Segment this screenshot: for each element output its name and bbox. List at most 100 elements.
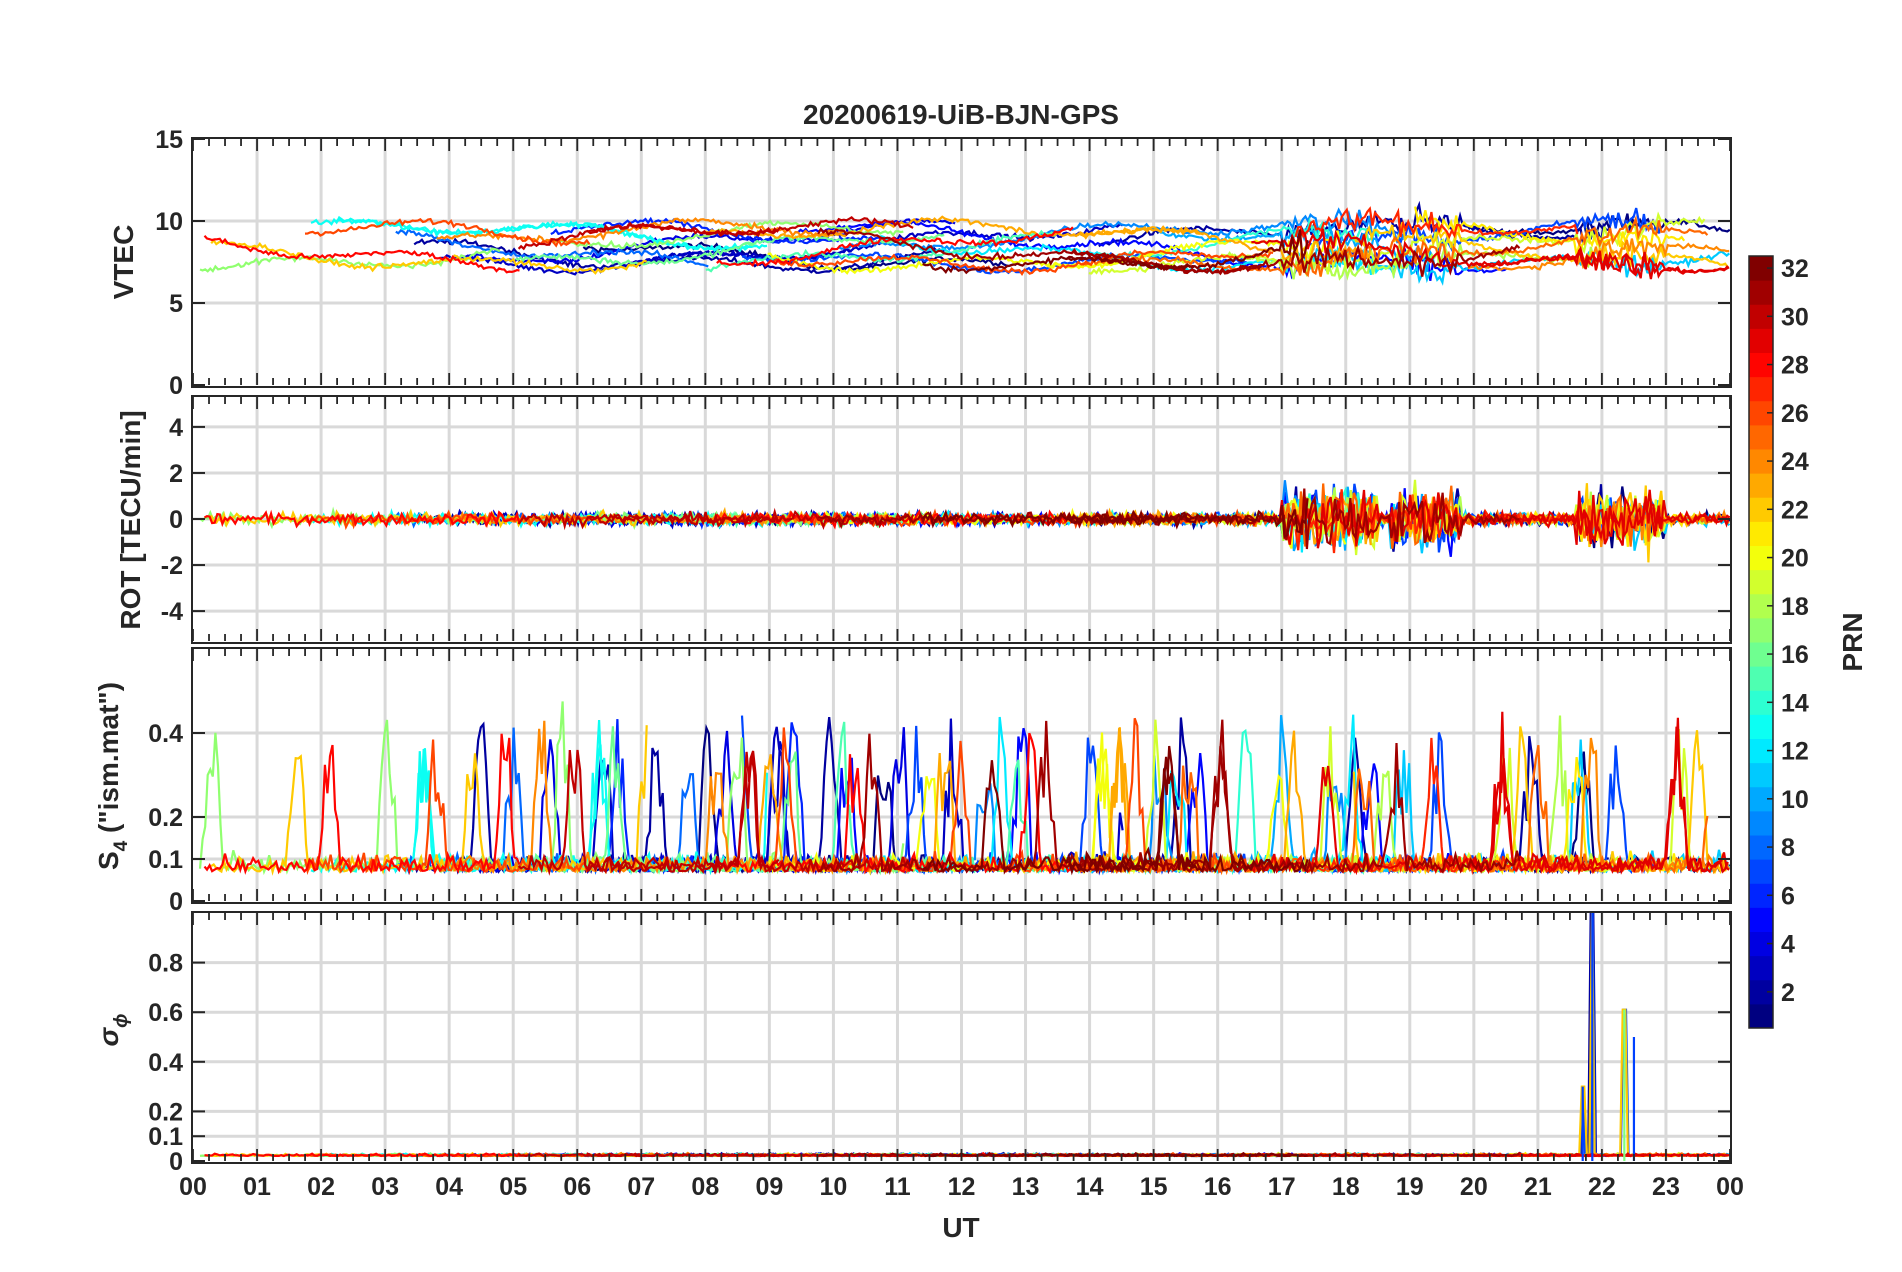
panel-sigma-phi-ytick-label: 0.8 — [148, 950, 183, 978]
panel-sigma-phi: 00.10.2 0.4 0.6 0.8 σϕ — [93, 911, 1732, 1176]
colorbar-tick-label: 8 — [1781, 834, 1795, 862]
panel-vtec-ytick-label: 5 — [169, 290, 183, 318]
x-tick-label: 01 — [243, 1173, 271, 1201]
colorbar-swatch-prn-29 — [1749, 328, 1773, 353]
panel-vtec-ytick-label: 0 — [169, 372, 183, 400]
colorbar-tick-label: 10 — [1781, 786, 1809, 814]
colorbar-tick-label: 12 — [1781, 738, 1809, 766]
x-tick-label: 22 — [1588, 1173, 1616, 1201]
colorbar-swatch-prn-1 — [1749, 1003, 1773, 1029]
x-tick-label: 20 — [1460, 1173, 1488, 1201]
series-line-prn-30 — [586, 750, 780, 875]
x-tick-label: 18 — [1332, 1173, 1360, 1201]
panel-vtec: 0 5 10 15 VTEC — [108, 126, 1732, 400]
series-line-prn-13 — [310, 215, 768, 252]
x-tick-label: 05 — [499, 1173, 527, 1201]
x-tick-label: 00 — [1716, 1173, 1744, 1201]
colorbar-tick-label: 18 — [1781, 593, 1809, 621]
colorbar-tick-label: 20 — [1781, 545, 1809, 573]
series-line-prn-30 — [518, 1152, 914, 1158]
series-line-prn-29 — [1250, 489, 1729, 549]
panel-rot: -4 -2 0 2 4 ROT [TECU/min] — [115, 395, 1732, 644]
s4-ylabel-rest: ("ism.mat") — [93, 682, 124, 841]
series-line-prn-16 — [743, 233, 945, 247]
colorbar-swatch-prn-19 — [1749, 569, 1773, 595]
colorbar-tick-label: 14 — [1781, 689, 1809, 717]
colorbar-swatch-prn-11 — [1749, 762, 1773, 788]
panel-vtec-ytick-label: 15 — [155, 126, 183, 154]
series-line-prn-27 — [1294, 206, 1579, 240]
series-line-prn-32 — [1066, 745, 1309, 876]
colorbar-frame — [1748, 255, 1774, 1029]
x-tick-label: 15 — [1140, 1173, 1168, 1201]
panel-rot-yticks: -4 -2 0 2 4 — [161, 397, 1731, 641]
colorbar-tick-label: 24 — [1781, 448, 1809, 476]
panel-s4-ytick-label: 0.2 — [148, 804, 183, 832]
panel-vtec-ylabel: VTEC — [108, 225, 139, 300]
panel-sigma-phi-ytick-label: 0.4 — [148, 1049, 183, 1077]
x-tick-label: 09 — [755, 1173, 783, 1201]
panel-sigma-phi-ylabel: σϕ — [93, 1014, 132, 1047]
series-line-prn-28 — [716, 226, 1074, 268]
series-line-prn-25 — [1296, 745, 1709, 875]
x-tick-label: 14 — [1076, 1173, 1104, 1201]
panel-vtec-series — [199, 200, 1730, 286]
colorbar-swatch-prn-15 — [1749, 666, 1773, 691]
panel-rot-ytick-label: -2 — [161, 552, 183, 580]
panel-sigma-phi-yticks: 00.10.2 0.4 0.6 0.8 — [148, 913, 1731, 1176]
panel-rot-ytick-label: 0 — [169, 506, 183, 534]
panel-s4-yticks: 0 0.1 0.2 0.4 — [148, 649, 1731, 916]
x-tick-label: 00 — [179, 1173, 207, 1201]
series-line-prn-32 — [921, 508, 1195, 529]
series-line-prn-28 — [203, 509, 521, 529]
x-tick-label: 17 — [1268, 1173, 1296, 1201]
colorbar-tick-label: 2 — [1781, 979, 1795, 1007]
series-line-prn-31 — [817, 720, 1263, 876]
series-line-prn-29 — [1469, 489, 1730, 545]
panel-sigma-phi-ytick-label: 0.1 — [148, 1123, 183, 1151]
series-line-prn-29 — [1469, 717, 1730, 875]
colorbar-swatch-prn-3 — [1749, 955, 1773, 981]
colorbar-swatch-prn-17 — [1749, 617, 1773, 643]
x-tick-label: 06 — [563, 1173, 591, 1201]
series-line-prn-25 — [1296, 215, 1709, 278]
colorbar-swatches — [1749, 256, 1773, 1029]
series-line-prn-30 — [517, 216, 914, 251]
panel-rot-series — [199, 479, 1730, 563]
colorbar-swatch-prn-5 — [1749, 907, 1773, 932]
series-line-prn-8 — [395, 227, 709, 268]
panel-s4-ytick-label: 0 — [169, 888, 183, 916]
x-tick-label: 19 — [1396, 1173, 1424, 1201]
colorbar-swatch-prn-31 — [1749, 280, 1773, 305]
colorbar-swatch-prn-21 — [1749, 521, 1773, 546]
series-line-prn-26 — [772, 249, 1274, 277]
s4-ylabel-sub: 4 — [111, 840, 132, 851]
x-tick-label: 10 — [820, 1173, 848, 1201]
chart-title: 20200619-UiB-BJN-GPS — [803, 99, 1119, 130]
colorbar-swatch-prn-13 — [1749, 714, 1773, 739]
colorbar-label: PRN — [1837, 612, 1868, 671]
sigma-ylabel-main: σ — [93, 1026, 124, 1046]
series-line-prn-16 — [515, 241, 757, 267]
series-line-prn-30 — [517, 749, 914, 876]
x-tick-label: 03 — [371, 1173, 399, 1201]
x-tick-label: 12 — [948, 1173, 976, 1201]
x-tick-label: 16 — [1204, 1173, 1232, 1201]
series-line-prn-6 — [550, 216, 885, 245]
colorbar-tick-label: 4 — [1781, 931, 1795, 959]
x-tick-label: 11 — [884, 1173, 911, 1201]
colorbar-swatch-prn-7 — [1749, 859, 1773, 884]
colorbar-tick-label: 16 — [1781, 641, 1809, 669]
x-axis-label: UT — [942, 1212, 979, 1243]
colorbar-tick-label: 28 — [1781, 352, 1809, 380]
panel-vtec-ytick-label: 10 — [155, 208, 183, 236]
s4-ylabel-main: S — [93, 851, 124, 870]
series-line-prn-28 — [203, 733, 521, 876]
panel-sigma-phi-ytick-label: 0.6 — [148, 999, 183, 1027]
series-line-prn-28 — [203, 235, 520, 274]
colorbar-swatch-prn-23 — [1749, 473, 1773, 498]
colorbar-swatch-prn-25 — [1749, 424, 1773, 450]
x-tick-label: 04 — [435, 1173, 463, 1201]
